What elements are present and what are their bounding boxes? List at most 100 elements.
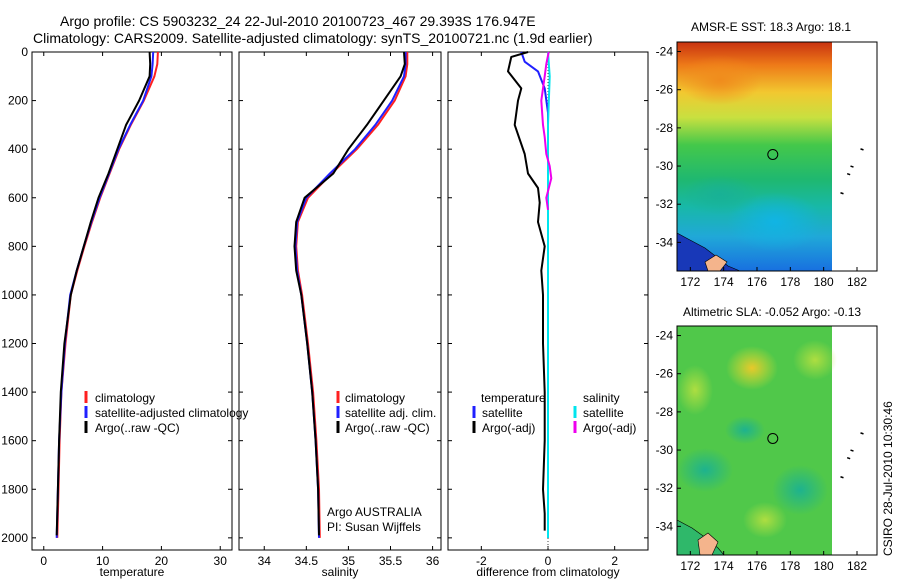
sla-low-patch-2	[772, 465, 828, 515]
temperature-ytick-label: 800	[8, 239, 28, 253]
temperature-xtick-label: 30	[214, 554, 228, 568]
sst-land-coast	[704, 254, 728, 271]
sla_map-frame	[676, 325, 878, 556]
sla_map-ytick-label: -30	[656, 443, 674, 457]
sst_map-xtick-label: 178	[780, 275, 800, 289]
sla-map-title: Altimetric SLA: -0.052 Argo: -0.13	[683, 305, 861, 319]
legend-argo-label: Argo(..raw -QC)	[345, 421, 430, 435]
sla_map-ytick-label: -28	[656, 405, 674, 419]
island	[840, 476, 844, 479]
temperature-ytick-label: 1800	[1, 482, 28, 496]
sla-high-patch	[726, 346, 778, 390]
sla-high-patch-4	[743, 502, 787, 538]
sst_map-ytick-label: -26	[656, 83, 674, 97]
side-stamp: CSIRO 28-Jul-2010 10:30:46	[881, 401, 895, 556]
sst-map-title: AMSR-E SST: 18.3 Argo: 18.1	[691, 20, 851, 34]
island	[860, 432, 864, 435]
sla_map-xtick-label: 180	[814, 559, 834, 573]
difference-legend: temperature salinity satellite Argo(-adj…	[472, 391, 636, 435]
temperature-ytick-label: 1200	[1, 337, 28, 351]
sla-high-patch-2	[793, 340, 837, 380]
sst_map-xtick-label: 172	[680, 275, 700, 289]
sla_map-ytick-label: -32	[656, 481, 674, 495]
temperature-ytick-label: 1400	[1, 385, 28, 399]
salinity-xlabel: salinity	[322, 565, 359, 579]
argo-location-marker	[767, 432, 779, 444]
difference-series-salinity-satellite	[547, 51, 551, 538]
temperature-ytick-label: 200	[8, 94, 28, 108]
sla-land-coast	[697, 532, 719, 555]
legend-salinity-title: salinity	[583, 391, 620, 405]
sst_map-ytick-label: -24	[656, 45, 674, 59]
legend-sal-argo-label: Argo(-adj)	[583, 421, 636, 435]
difference-series-temperature-argo-adj-	[507, 51, 546, 531]
sst_map-ytick-label: -28	[656, 121, 674, 135]
sst_map-ytick-label: -34	[656, 235, 674, 249]
salinity-frame	[238, 51, 442, 551]
legend-climatology-label: climatology	[345, 391, 405, 405]
sla_map-xtick-label: 174	[714, 559, 734, 573]
salinity-legend: climatology satellite adj. clim. Argo(..…	[327, 391, 436, 534]
temperature-frame	[31, 51, 233, 551]
legend-satellite-label: satellite adj. clim.	[345, 406, 436, 420]
sst_map-xtick-label: 176	[747, 275, 767, 289]
sla_map-xtick-label: 172	[680, 559, 700, 573]
temperature-ytick-label: 600	[8, 191, 28, 205]
island	[850, 165, 854, 168]
temperature-xtick-label: 10	[96, 554, 110, 568]
sla-low-patch-3	[725, 416, 765, 444]
sla_map-ytick-label: -24	[656, 329, 674, 343]
temperature-ytick-label: 1000	[1, 288, 28, 302]
island	[860, 148, 864, 151]
sla_map-xtick-label: 178	[780, 559, 800, 573]
salinity-xtick-label: 34.5	[295, 554, 319, 568]
salinity-xtick-label: 34	[258, 554, 272, 568]
difference-xtick-label: -2	[476, 554, 487, 568]
temperature-panel: 0 200 400 600 800 1000 1200 1400 1600 1800 2000 0 10…	[1, 45, 233, 579]
title-line-1: Argo profile: CS 5903232_24 22-Jul-2010 …	[60, 13, 536, 29]
sst-cool-patch	[727, 192, 823, 252]
argo-location-marker	[767, 148, 779, 160]
temperature-ytick-label: 2000	[1, 531, 28, 545]
temperature-xtick-label: 20	[155, 554, 169, 568]
sst_map-ytick-label: -30	[656, 159, 674, 173]
sla_map-xtick-label: 176	[747, 559, 767, 573]
island	[846, 172, 851, 176]
title-line-2: Climatology: CARS2009. Satellite-adjuste…	[33, 30, 593, 46]
sla-map: 172 174 176 178 180 182 -24 -26 -28 -30 -32 -34	[656, 325, 878, 573]
salinity-xtick-label: 35.5	[379, 554, 403, 568]
sst-teal-patch	[682, 175, 758, 215]
sst_map-ytick-label: -32	[656, 197, 674, 211]
island	[840, 192, 844, 195]
argo-pi-annotation: PI: Susan Wijffels	[327, 520, 421, 534]
temperature-ytick-label: 0	[21, 45, 28, 59]
difference-xtick-label: 2	[611, 554, 618, 568]
legend-temp-satellite-label: satellite	[482, 406, 523, 420]
sst_map-frame	[676, 41, 878, 272]
temperature-xlabel: temperature	[100, 565, 165, 579]
argo-country-annotation: Argo AUSTRALIA	[327, 505, 422, 519]
legend-satellite-label: satellite-adjusted climatology	[95, 406, 248, 420]
temperature-series-argo-raw-qc-	[55, 51, 152, 536]
sst_map-xtick-label: 180	[814, 275, 834, 289]
legend-argo-label: Argo(..raw -QC)	[95, 421, 180, 435]
salinity-series-argo-raw-qc-	[293, 51, 406, 536]
difference-xlabel: difference from climatology	[476, 565, 619, 579]
salinity-xtick-label: 36	[426, 554, 440, 568]
sla_map-xtick-label: 182	[847, 559, 867, 573]
sla-low-patch	[677, 448, 733, 492]
legend-sal-satellite-label: satellite	[583, 406, 624, 420]
temperature-ytick-label: 1600	[1, 434, 28, 448]
sst_map-xtick-label: 182	[847, 275, 867, 289]
island	[850, 449, 854, 452]
legend-temperature-title: temperature	[481, 391, 546, 405]
salinity-panel: 34 34.5 35 35.5 36 salinity	[238, 51, 442, 579]
difference-xtick-label: 0	[545, 554, 552, 568]
difference-series-salinity-argo-adj-	[540, 51, 553, 211]
island	[846, 456, 851, 460]
sla_map-ytick-label: -34	[656, 519, 674, 533]
temperature-legend: climatology satellite-adjusted climatolo…	[84, 391, 248, 435]
temperature-ytick-label: 400	[8, 142, 28, 156]
legend-climatology-label: climatology	[95, 391, 155, 405]
